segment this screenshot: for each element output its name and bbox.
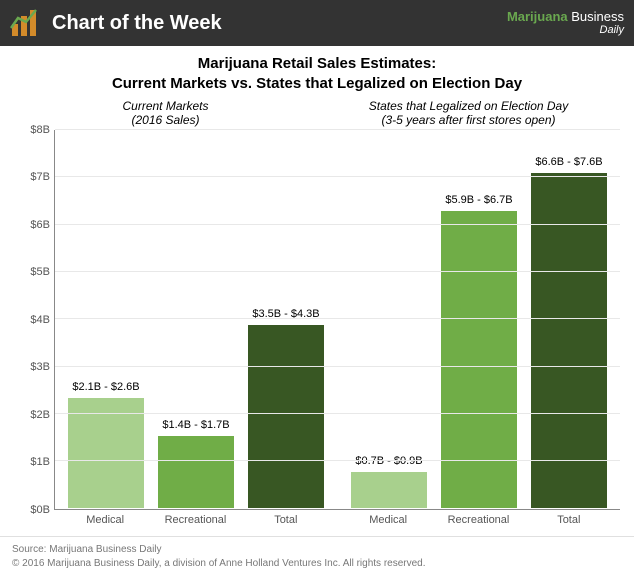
bars-container: $2.1B - $2.6B$1.4B - $1.7B$3.5B - $4.3B$…: [55, 130, 620, 509]
chart-title-line2: Current Markets vs. States that Legalize…: [14, 74, 620, 94]
y-tick: $2B: [30, 409, 50, 421]
bar-wrap: $5.9B - $6.7B: [440, 130, 518, 509]
y-tick: $0B: [30, 504, 50, 516]
x-group: Medical Recreational Total: [337, 510, 620, 526]
x-tick: Total: [245, 510, 327, 526]
bar-group: $0.7B - $0.9B $5.9B - $6.7B $6.6B - $7.6B: [337, 130, 620, 509]
chart-title: Marijuana Retail Sales Estimates: Curren…: [14, 54, 620, 93]
subtitle-left-l2: (2016 Sales): [14, 113, 317, 127]
chart-title-line1: Marijuana Retail Sales Estimates:: [14, 54, 620, 74]
subtitle-left: Current Markets (2016 Sales): [14, 99, 317, 128]
gridline: [55, 129, 620, 130]
header-bar: Chart of the Week Marijuana Business Dai…: [0, 0, 634, 46]
bar-value-label: $5.9B - $6.7B: [445, 194, 512, 206]
subtitle-right-l2: (3-5 years after first stores open): [317, 113, 620, 127]
main-content: Marijuana Retail Sales Estimates: Curren…: [0, 46, 634, 530]
footer-copyright: © 2016 Marijuana Business Daily, a divis…: [12, 557, 622, 571]
y-tick: $7B: [30, 171, 50, 183]
y-tick: $6B: [30, 219, 50, 231]
subtitle-right: States that Legalized on Election Day (3…: [317, 99, 620, 128]
plot-area: $2.1B - $2.6B$1.4B - $1.7B$3.5B - $4.3B$…: [54, 130, 620, 510]
bar: [350, 471, 428, 509]
chart-icon: [10, 8, 44, 38]
y-tick: $5B: [30, 266, 50, 278]
y-axis: Sales $0B$1B$2B$3B$4B$5B$6B$7B$8B: [14, 130, 54, 510]
y-tick: $1B: [30, 456, 50, 468]
logo-word-3: Daily: [507, 24, 624, 36]
y-tick: $8B: [30, 124, 50, 136]
y-tick: $4B: [30, 314, 50, 326]
header-title: Chart of the Week: [52, 12, 222, 35]
logo-word-1: Marijuana: [507, 9, 568, 24]
bar-wrap: $6.6B - $7.6B: [530, 130, 608, 509]
x-tick: Recreational: [154, 510, 236, 526]
bar: [247, 324, 325, 509]
x-tick: Medical: [64, 510, 146, 526]
footer: Source: Marijuana Business Daily © 2016 …: [0, 536, 634, 571]
header-left: Chart of the Week: [10, 8, 222, 38]
x-group: Medical Recreational Total: [54, 510, 337, 526]
gridline: [55, 318, 620, 319]
bar: [157, 435, 235, 508]
bar-value-label: $6.6B - $7.6B: [535, 156, 602, 168]
gridline: [55, 366, 620, 367]
chart-area: Sales $0B$1B$2B$3B$4B$5B$6B$7B$8B $2.1B …: [14, 130, 620, 510]
logo-word-2: Business: [571, 9, 624, 24]
bar-value-label: $2.1B - $2.6B: [72, 381, 139, 393]
x-tick: Total: [528, 510, 610, 526]
x-tick: Medical: [347, 510, 429, 526]
subtitle-left-l1: Current Markets: [14, 99, 317, 113]
bar-value-label: $1.4B - $1.7B: [162, 419, 229, 431]
bar-wrap: $0.7B - $0.9B: [350, 130, 428, 509]
x-tick: Recreational: [437, 510, 519, 526]
bar-group: $2.1B - $2.6B $1.4B - $1.7B $3.5B - $4.3B: [55, 130, 337, 509]
bar-wrap: $1.4B - $1.7B: [157, 130, 235, 509]
footer-source: Source: Marijuana Business Daily: [12, 543, 622, 557]
subtitle-right-l1: States that Legalized on Election Day: [317, 99, 620, 113]
gridline: [55, 271, 620, 272]
bar: [67, 397, 145, 508]
gridline: [55, 176, 620, 177]
chart-subtitles: Current Markets (2016 Sales) States that…: [14, 99, 620, 128]
gridline: [55, 413, 620, 414]
gridline: [55, 460, 620, 461]
bar-wrap: $2.1B - $2.6B: [67, 130, 145, 509]
x-axis: Medical Recreational Total Medical Recreatio…: [54, 510, 620, 526]
gridline: [55, 224, 620, 225]
bar-wrap: $3.5B - $4.3B: [247, 130, 325, 509]
bar: [440, 210, 518, 508]
logo-right: Marijuana Business Daily: [507, 10, 624, 36]
y-tick: $3B: [30, 361, 50, 373]
